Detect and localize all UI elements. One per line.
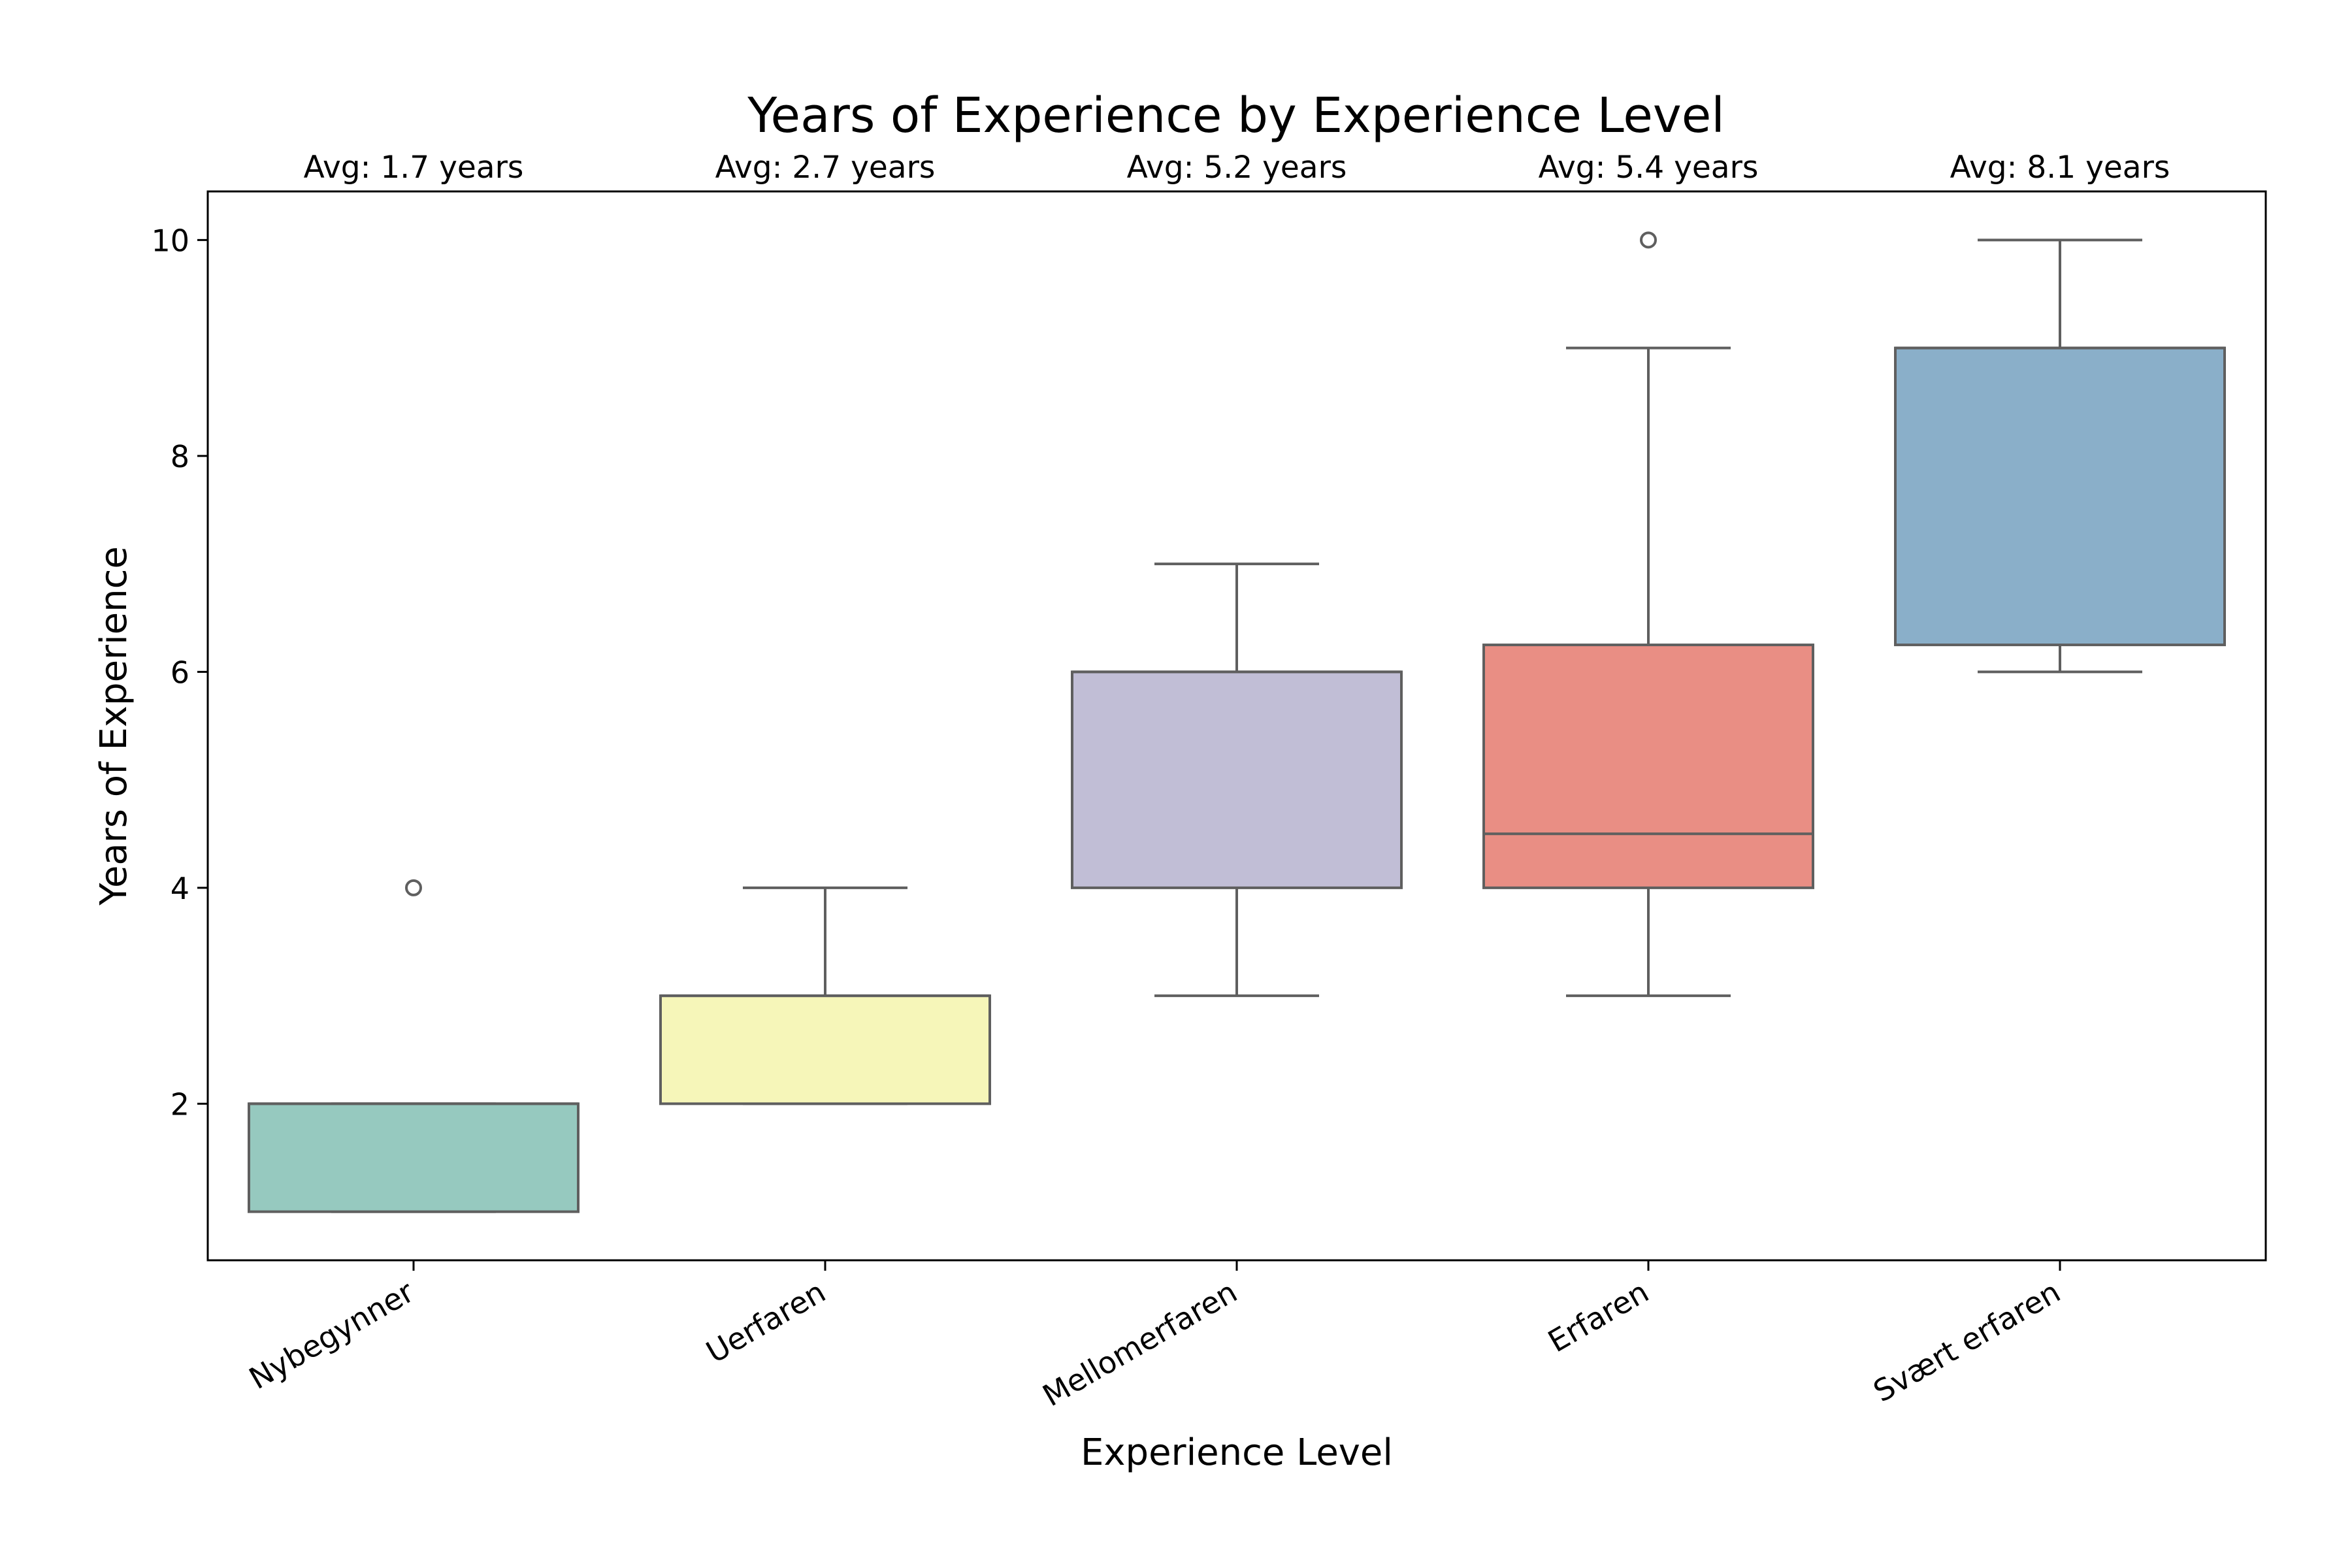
y-tick-label: 8	[171, 439, 189, 474]
iqr-box	[248, 1102, 580, 1213]
iqr-box	[1482, 644, 1814, 889]
y-tick-label: 4	[171, 871, 189, 906]
box-series	[248, 231, 2226, 1213]
y-tick-label: 10	[151, 223, 189, 258]
y-axis-label: Years of Experience	[93, 546, 135, 906]
x-tick-label: Mellomerfaren	[1037, 1274, 1243, 1413]
iqr-box	[659, 994, 991, 1105]
average-labels: Avg: 1.7 years Avg: 2.7 years Avg: 5.2 yea…	[304, 150, 2170, 186]
average-label: Avg: 8.1 years	[1950, 150, 2170, 186]
average-label: Avg: 1.7 years	[304, 150, 524, 186]
y-tick-label: 2	[171, 1086, 189, 1122]
box-3	[1482, 231, 1814, 998]
outlier-point	[405, 879, 422, 896]
outlier-point	[1640, 231, 1657, 249]
average-label: Avg: 2.7 years	[715, 150, 936, 186]
x-tick-label: Svært erfaren	[1867, 1274, 2066, 1409]
x-axis-label: Experience Level	[1081, 1431, 1393, 1474]
y-tick-label: 6	[171, 655, 189, 690]
box-1	[659, 886, 991, 1105]
x-tick-label: Uerfaren	[700, 1274, 832, 1370]
x-tick-label: Erfaren	[1542, 1274, 1654, 1360]
box-4	[1894, 238, 2226, 674]
y-axis-ticks: 2 4 6 8 10	[151, 223, 208, 1122]
iqr-box	[1894, 346, 2226, 647]
box-0	[248, 879, 580, 1213]
average-label: Avg: 5.4 years	[1539, 150, 1759, 186]
chart-title: Years of Experience by Experience Level	[747, 88, 1725, 144]
x-axis-ticks: Nybegynner Uerfaren Mellomerfaren Erfaren Sv…	[243, 1260, 2066, 1413]
box-2	[1071, 563, 1403, 998]
x-tick-label: Nybegynner	[243, 1274, 419, 1396]
average-label: Avg: 5.2 years	[1127, 150, 1347, 186]
plot-area-frame	[206, 190, 2267, 1262]
iqr-box	[1071, 670, 1403, 889]
